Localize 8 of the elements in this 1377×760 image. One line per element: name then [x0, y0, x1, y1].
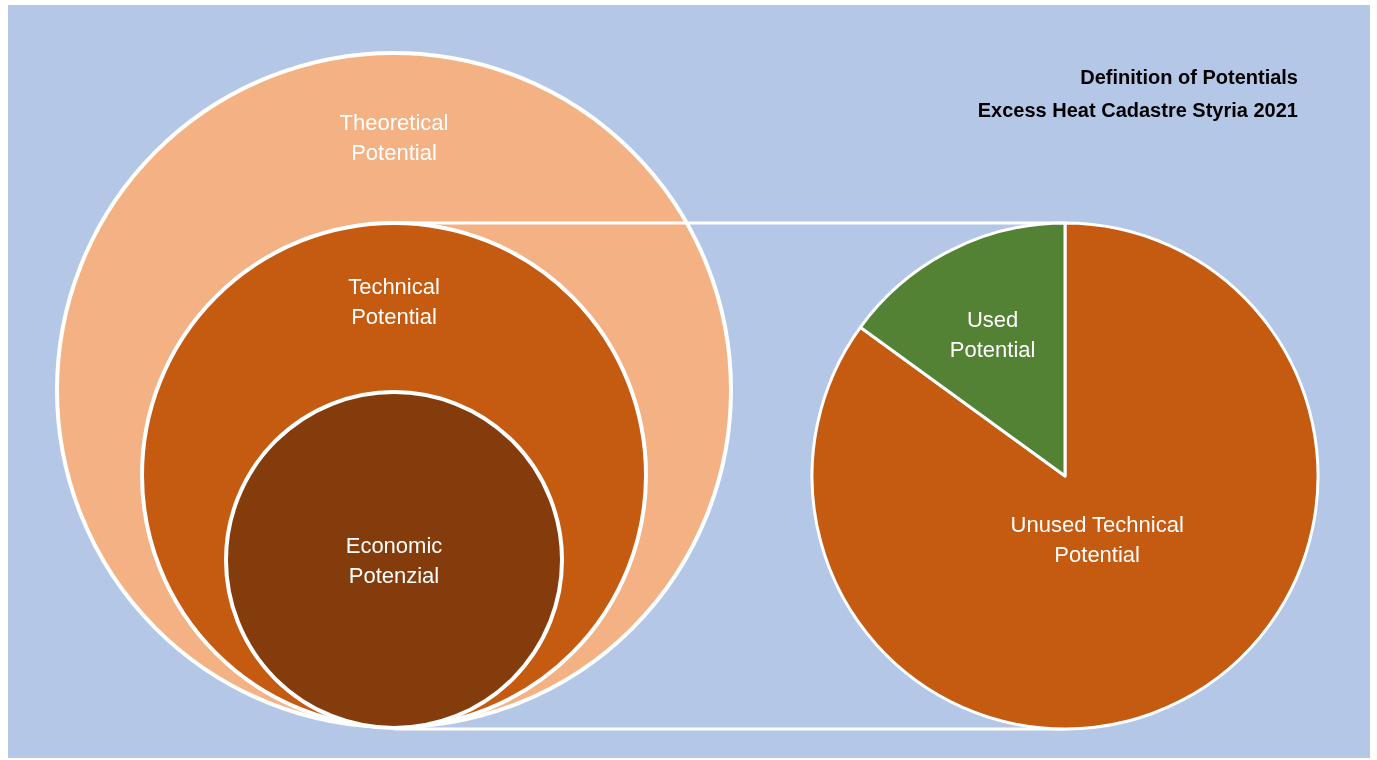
- pie-slice: [810, 221, 1320, 731]
- chart-subtitle: Excess Heat Cadastre Styria 2021: [977, 99, 1298, 121]
- slice-label: Unused Technical Potential: [1010, 511, 1184, 567]
- chart-title: Definition of Potentials: [1080, 66, 1298, 88]
- text: Theoretical Potential: [339, 109, 449, 165]
- text: Technical Potential: [348, 273, 440, 329]
- slice-label: Used Potential: [949, 306, 1036, 362]
- text: Economic Potenzial: [345, 532, 443, 588]
